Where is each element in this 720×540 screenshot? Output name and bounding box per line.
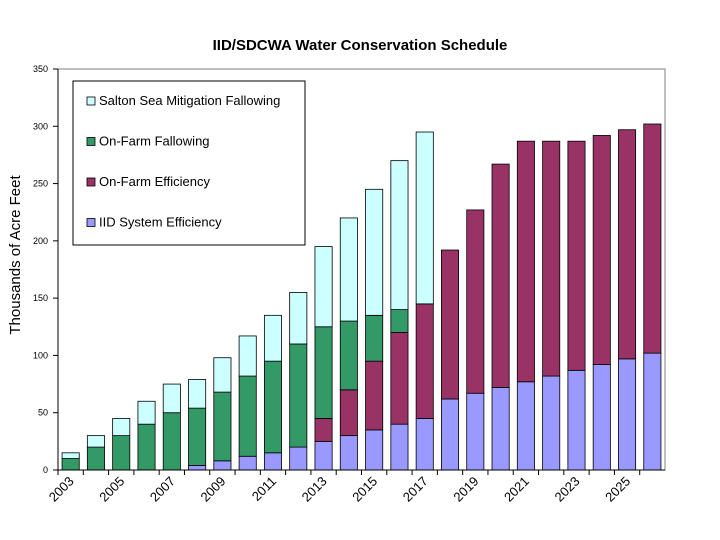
x-tick-label: 2023 <box>552 474 583 505</box>
bar-on-farm-fallowing-2006 <box>137 423 156 471</box>
x-tick-label: 2007 <box>147 474 178 505</box>
bar-iid-system-efficiency-2021 <box>516 381 535 471</box>
bar-iid-system-efficiency-2017 <box>415 418 434 471</box>
y-tick-label: 150 <box>33 293 48 303</box>
bar-iid-system-efficiency-2010 <box>238 455 257 471</box>
y-tick-label: 200 <box>33 236 48 246</box>
y-tick-label: 300 <box>33 121 48 131</box>
bar-salton-sea-mitigation-fallowing-2003 <box>61 452 80 459</box>
bar-iid-system-efficiency-2022 <box>542 375 561 471</box>
legend-swatch <box>86 177 96 187</box>
bar-on-farm-fallowing-2008 <box>188 407 207 466</box>
x-tick-label: 2017 <box>400 474 431 505</box>
bar-on-farm-efficiency-2014 <box>339 389 358 437</box>
bar-on-farm-fallowing-2014 <box>339 320 358 391</box>
x-tick-label: 2021 <box>501 474 532 505</box>
bar-salton-sea-mitigation-fallowing-2014 <box>339 217 358 322</box>
bar-on-farm-efficiency-2020 <box>491 163 510 388</box>
bar-on-farm-efficiency-2019 <box>466 209 485 394</box>
bar-iid-system-efficiency-2009 <box>213 460 232 471</box>
bar-on-farm-efficiency-2015 <box>365 360 384 431</box>
bar-salton-sea-mitigation-fallowing-2015 <box>365 188 384 316</box>
bar-on-farm-efficiency-2018 <box>441 249 460 400</box>
y-tick-label: 350 <box>33 64 48 74</box>
bar-on-farm-efficiency-2025 <box>618 129 637 360</box>
bar-iid-system-efficiency-2020 <box>491 387 510 471</box>
x-tick-label: 2005 <box>96 474 127 505</box>
bar-iid-system-efficiency-2026 <box>643 352 662 471</box>
bar-iid-system-efficiency-2011 <box>263 452 282 471</box>
bar-on-farm-efficiency-2026 <box>643 123 662 354</box>
bar-on-farm-efficiency-2016 <box>390 332 409 425</box>
legend-label: On-Farm Efficiency <box>99 174 211 189</box>
bar-on-farm-efficiency-2013 <box>314 418 333 442</box>
bar-iid-system-efficiency-2018 <box>441 398 460 471</box>
bar-iid-system-efficiency-2025 <box>618 358 637 471</box>
bar-on-farm-fallowing-2009 <box>213 391 232 462</box>
bar-salton-sea-mitigation-fallowing-2012 <box>289 292 308 345</box>
bar-salton-sea-mitigation-fallowing-2009 <box>213 357 232 393</box>
y-tick-label: 0 <box>43 465 48 475</box>
legend-box <box>72 80 306 246</box>
legend-label: On-Farm Fallowing <box>99 134 210 149</box>
bar-iid-system-efficiency-2023 <box>567 369 586 471</box>
x-tick-label: 2009 <box>197 474 228 505</box>
bar-salton-sea-mitigation-fallowing-2008 <box>188 379 207 409</box>
y-tick-label: 50 <box>38 408 48 418</box>
bar-salton-sea-mitigation-fallowing-2017 <box>415 131 434 305</box>
bar-on-farm-fallowing-2011 <box>263 360 282 454</box>
x-tick-label: 2015 <box>349 474 380 505</box>
bar-on-farm-efficiency-2017 <box>415 303 434 419</box>
legend-swatch <box>86 137 96 146</box>
bar-on-farm-fallowing-2013 <box>314 326 333 419</box>
bar-iid-system-efficiency-2013 <box>314 440 333 471</box>
bar-on-farm-fallowing-2005 <box>112 435 131 471</box>
bar-on-farm-efficiency-2023 <box>567 140 586 371</box>
bar-iid-system-efficiency-2008 <box>188 465 207 471</box>
bar-salton-sea-mitigation-fallowing-2004 <box>86 435 105 448</box>
plot-area: 0 50 100 150 200 250 300 350 2003 2005 2007 2009 201… <box>33 64 666 505</box>
legend-swatch <box>86 218 96 227</box>
bar-on-farm-fallowing-2016 <box>390 309 409 333</box>
x-tick-label: 2019 <box>450 474 481 505</box>
bar-iid-system-efficiency-2019 <box>466 392 485 471</box>
bar-on-farm-efficiency-2024 <box>592 135 611 365</box>
legend-label: IID System Efficiency <box>99 215 222 230</box>
bar-on-farm-fallowing-2015 <box>365 314 384 362</box>
legend-label: Salton Sea Mitigation Fallowing <box>99 93 280 108</box>
bar-on-farm-fallowing-2012 <box>289 343 308 448</box>
bar-on-farm-fallowing-2004 <box>86 446 105 471</box>
chart-title: IID/SDCWA Water Conservation Schedule <box>213 37 508 54</box>
bar-on-farm-fallowing-2007 <box>162 412 181 471</box>
bar-iid-system-efficiency-2024 <box>592 364 611 471</box>
y-tick-label: 100 <box>33 350 48 360</box>
bar-on-farm-fallowing-2003 <box>61 458 80 471</box>
bar-iid-system-efficiency-2015 <box>365 429 384 471</box>
bar-on-farm-fallowing-2010 <box>238 375 257 457</box>
bar-salton-sea-mitigation-fallowing-2005 <box>112 418 131 437</box>
x-tick-label: 2013 <box>299 474 330 505</box>
bar-salton-sea-mitigation-fallowing-2011 <box>263 314 282 362</box>
bar-salton-sea-mitigation-fallowing-2007 <box>162 383 181 414</box>
y-tick-label: 250 <box>33 179 48 189</box>
bar-on-farm-efficiency-2022 <box>542 140 561 377</box>
bar-iid-system-efficiency-2014 <box>339 435 358 471</box>
bar-on-farm-efficiency-2021 <box>516 140 535 383</box>
bar-iid-system-efficiency-2016 <box>390 423 409 471</box>
bar-salton-sea-mitigation-fallowing-2006 <box>137 400 156 425</box>
bar-iid-system-efficiency-2012 <box>289 446 308 471</box>
x-tick-label: 2025 <box>602 474 633 505</box>
bar-salton-sea-mitigation-fallowing-2016 <box>390 160 409 311</box>
y-axis-label: Thousands of Acre Feet <box>7 175 24 335</box>
x-tick-label: 2011 <box>249 474 279 504</box>
legend-swatch <box>86 96 96 106</box>
bar-salton-sea-mitigation-fallowing-2013 <box>314 246 333 328</box>
bar-salton-sea-mitigation-fallowing-2010 <box>238 335 257 377</box>
x-tick-label: 2003 <box>46 474 77 505</box>
